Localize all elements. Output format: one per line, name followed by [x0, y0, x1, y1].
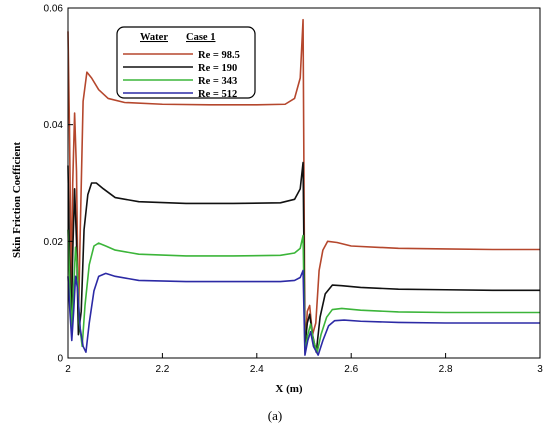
- x-tick-label: 2: [65, 364, 71, 375]
- x-axis-label: X (m): [275, 383, 303, 395]
- x-tick-label: 2.4: [250, 364, 264, 375]
- y-tick-label: 0.04: [44, 120, 64, 131]
- y-tick-label: 0.02: [44, 237, 64, 248]
- legend-header-fluid: Water: [140, 32, 168, 43]
- legend-label-3: Re = 343: [198, 76, 237, 87]
- x-tick-label: 3: [537, 364, 543, 375]
- x-tick-label: 2.2: [155, 364, 169, 375]
- y-tick-label: 0.06: [44, 4, 64, 15]
- legend-header-case: Case 1: [186, 32, 215, 43]
- legend: Water Case 1 Re = 98.5 Re = 190 Re = 343 Re…: [116, 26, 256, 100]
- legend-label-4: Re = 512: [198, 89, 237, 100]
- legend-label-2: Re = 190: [198, 63, 237, 74]
- plot-frame: [67, 7, 541, 359]
- figure-caption: (a): [268, 408, 282, 423]
- x-tick-label: 2.8: [439, 364, 453, 375]
- y-tick-label: 0: [57, 354, 63, 365]
- y-axis-label: Skin Friction Coefficient: [11, 142, 23, 258]
- x-tick-label: 2.6: [344, 364, 358, 375]
- legend-label-1: Re = 98.5: [198, 50, 240, 61]
- series-line-4: [67, 269, 540, 356]
